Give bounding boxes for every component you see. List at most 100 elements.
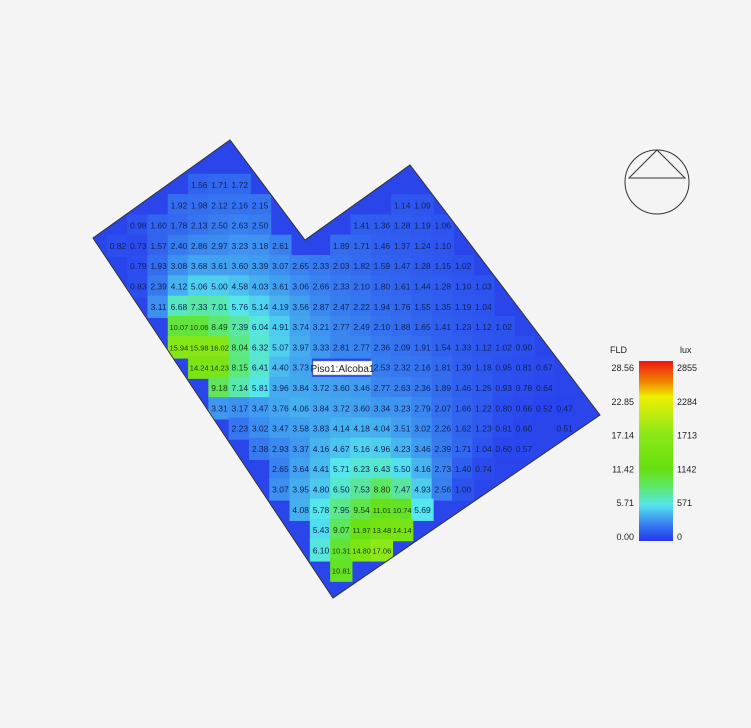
heatmap-cell <box>472 336 495 359</box>
heatmap-cell <box>391 518 414 542</box>
heatmap-cell <box>228 356 251 379</box>
cell-value: 3.31 <box>211 403 228 413</box>
heatmap-cell <box>472 356 495 379</box>
cell-value: 2.32 <box>394 363 411 373</box>
heatmap-cell <box>391 336 414 359</box>
cell-value: 11.01 <box>373 506 391 515</box>
cell-value: 2.39 <box>435 444 452 454</box>
cell-value: 4.67 <box>333 444 350 454</box>
heatmap-cell <box>370 255 394 278</box>
heatmap-cell <box>512 437 536 461</box>
cell-value: 4.16 <box>414 464 431 474</box>
cell-value: 3.11 <box>151 302 167 312</box>
heatmap-cell <box>431 397 454 420</box>
heatmap-cell <box>472 376 495 400</box>
cell-value: 2.97 <box>211 241 228 251</box>
heatmap-cell <box>188 255 211 278</box>
heatmap-cell <box>472 315 495 339</box>
heatmap-cell <box>330 559 353 582</box>
heatmap-cell <box>309 539 333 562</box>
heatmap-cell <box>330 255 353 278</box>
cell-value: 7.33 <box>191 302 208 312</box>
heatmap-cell <box>472 437 495 461</box>
cell-value: 4.12 <box>171 282 188 292</box>
cell-value: 1.00 <box>455 485 472 495</box>
cell-value: 1.47 <box>394 261 411 271</box>
cell-value: 6.41 <box>252 363 269 373</box>
cell-value: 0.83 <box>130 282 147 292</box>
cell-value: 3.60 <box>333 383 350 393</box>
cell-value: 10.74 <box>393 506 412 515</box>
legend-fld-tick: 22.85 <box>611 397 634 407</box>
heatmap-cell <box>167 234 191 258</box>
heatmap-cell <box>208 173 231 197</box>
cell-value: 3.83 <box>313 424 330 434</box>
heatmap-cell <box>188 234 211 258</box>
heatmap-cell <box>533 376 556 400</box>
cell-value: 4.14 <box>333 424 350 434</box>
heatmap-cell <box>309 458 333 481</box>
heatmap-cell <box>147 234 170 258</box>
legend-fld-tick: 5.71 <box>616 498 634 508</box>
cell-value: 6.10 <box>313 545 330 555</box>
cell-value: 3.76 <box>272 403 289 413</box>
heatmap-cell <box>370 336 394 359</box>
cell-value: 7.39 <box>232 322 249 332</box>
cell-value: 2.15 <box>252 200 269 210</box>
cell-value: 10.06 <box>190 323 209 332</box>
cell-value: 1.09 <box>414 200 431 210</box>
cell-value: 1.81 <box>435 363 452 373</box>
cell-value: 3.39 <box>252 261 269 271</box>
cell-value: 3.18 <box>252 241 269 251</box>
heatmap-cell <box>431 255 454 278</box>
cell-value: 10.31 <box>332 546 351 555</box>
heatmap-cell <box>350 376 373 400</box>
heatmap-cell <box>472 397 495 420</box>
cell-value: 3.68 <box>191 261 208 271</box>
cell-value: 3.60 <box>353 403 370 413</box>
cell-value: 0.79 <box>130 261 147 271</box>
cell-value: 4.04 <box>374 424 391 434</box>
cell-value: 0.73 <box>130 241 147 251</box>
heatmap-cell <box>309 437 333 461</box>
heatmap-cell <box>208 194 231 217</box>
heatmap-cell <box>289 255 312 278</box>
heatmap-cell <box>370 518 394 542</box>
heatmap-cell <box>350 498 373 521</box>
heatmap-cell <box>208 397 231 420</box>
heatmap-cell <box>350 397 373 420</box>
cell-value: 2.73 <box>435 464 452 474</box>
cell-value: 3.06 <box>292 282 309 292</box>
cell-value: 5.16 <box>353 444 370 454</box>
cell-value: 4.58 <box>232 282 249 292</box>
cell-value: 0.98 <box>130 221 147 231</box>
cell-value: 3.58 <box>292 424 309 434</box>
heatmap-cell <box>553 397 576 420</box>
cell-value: 4.19 <box>272 302 289 312</box>
heatmap-cell <box>431 478 454 501</box>
cell-value: 1.56 <box>191 180 208 190</box>
heatmap-cell <box>269 295 292 318</box>
cell-value: 3.23 <box>232 241 249 251</box>
heatmap-cell <box>350 437 373 461</box>
cell-value: 9.18 <box>211 383 228 393</box>
cell-value: 1.82 <box>353 261 370 271</box>
cell-value: 0.66 <box>516 403 533 413</box>
cell-value: 0.80 <box>495 403 512 413</box>
zone-label[interactable]: Piso1:Alcoba1 <box>311 360 375 376</box>
heatmap-cell <box>533 397 556 420</box>
cell-value: 1.78 <box>171 221 188 231</box>
heatmap-cell <box>350 336 373 359</box>
heatmap-cell <box>289 437 312 461</box>
heatmap-cell <box>411 356 434 379</box>
cell-value: 4.80 <box>313 485 330 495</box>
heatmap-cell <box>289 478 312 501</box>
heatmap-cell <box>451 295 475 318</box>
cell-value: 2.12 <box>211 200 228 210</box>
heatmap-cell <box>330 397 353 420</box>
cell-value: 1.19 <box>455 302 472 312</box>
cell-value: 17.06 <box>373 546 392 555</box>
heatmap-cell <box>228 275 251 298</box>
heatmap-cell <box>512 356 536 379</box>
